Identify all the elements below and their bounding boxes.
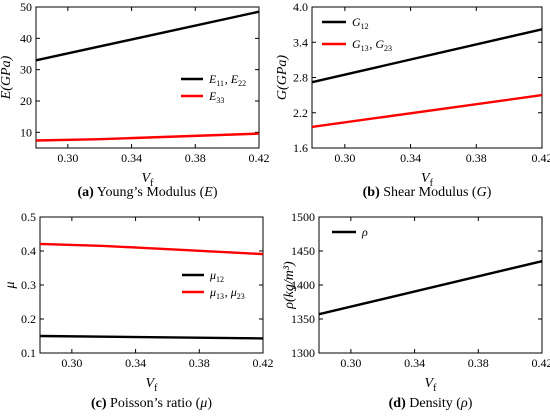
legend-label: G12 bbox=[352, 15, 369, 31]
panel-d: 0.30 0.34 0.38 0.42 1300 1350 1400 1450 1500 ρ Vf ρ… bbox=[282, 210, 550, 411]
y-axis-label: G(GPa) bbox=[275, 55, 290, 100]
y-tick-label: 50 bbox=[20, 0, 32, 14]
panel-caption: (a) Young’s Modulus (E) bbox=[77, 185, 217, 200]
y-tick-label: 0.1 bbox=[21, 346, 36, 360]
panel-c: 0.30 0.34 0.38 0.42 0.1 0.2 0.3 0.4 0.5 μ12 μ13 ,… bbox=[3, 210, 274, 411]
plot-frame bbox=[35, 6, 260, 149]
x-axis-label: Vf bbox=[142, 171, 155, 189]
x-tick-label: 0.30 bbox=[57, 151, 78, 165]
y-axis-label: E(GPa) bbox=[0, 55, 14, 100]
plot-frame bbox=[311, 6, 543, 149]
y-tick-label: 1500 bbox=[291, 210, 315, 224]
series-line bbox=[318, 260, 543, 316]
x-tick-label: 0.30 bbox=[334, 151, 355, 165]
legend-label: μ12 bbox=[209, 268, 225, 284]
y-tick-label: 1400 bbox=[291, 278, 315, 292]
legend-label: G13 , G23 bbox=[352, 37, 393, 53]
y-tick-label: 1300 bbox=[291, 346, 315, 360]
y-tick-label: 0.2 bbox=[21, 312, 36, 326]
y-tick-label: 2.2 bbox=[293, 106, 308, 120]
legend-label: μ13 , μ23 bbox=[209, 285, 245, 301]
x-tick-label: 0.30 bbox=[340, 356, 361, 370]
series-line bbox=[39, 334, 264, 340]
legend-label: ρ bbox=[361, 225, 368, 239]
x-tick-label: 0.34 bbox=[121, 151, 142, 165]
panel-caption: (d) Density (ρ) bbox=[389, 396, 473, 411]
legend-label: E33 bbox=[208, 89, 225, 105]
y-tick-label: 4.0 bbox=[293, 0, 308, 14]
x-tick-label: 0.42 bbox=[532, 151, 550, 165]
y-tick-label: 0.3 bbox=[21, 278, 36, 292]
panel-caption: (b) Shear Modulus (G) bbox=[363, 185, 492, 200]
y-tick-label: 20 bbox=[20, 94, 32, 108]
x-tick-label: 0.38 bbox=[185, 151, 206, 165]
x-axis-label: Vf bbox=[425, 376, 438, 394]
x-tick-label: 0.42 bbox=[249, 151, 270, 165]
x-tick-label: 0.38 bbox=[189, 356, 210, 370]
y-tick-label: 3.4 bbox=[293, 35, 308, 49]
y-tick-label: 0.4 bbox=[21, 244, 36, 258]
x-tick-label: 0.42 bbox=[532, 356, 550, 370]
x-axis-label: Vf bbox=[146, 376, 159, 394]
y-axis-label: ρ(kg/m³) bbox=[282, 261, 297, 310]
x-tick-label: 0.34 bbox=[404, 356, 425, 370]
y-tick-label: 2.8 bbox=[293, 71, 308, 85]
series-line bbox=[311, 28, 543, 84]
x-axis-label: Vf bbox=[421, 171, 434, 189]
y-axis-label: μ bbox=[3, 281, 18, 289]
series-line bbox=[35, 10, 260, 62]
series-line bbox=[35, 132, 260, 142]
x-tick-label: 0.38 bbox=[468, 356, 489, 370]
x-tick-label: 0.42 bbox=[253, 356, 274, 370]
y-tick-label: 30 bbox=[20, 63, 32, 77]
y-tick-label: 10 bbox=[20, 125, 32, 139]
plot-frame bbox=[318, 216, 543, 354]
legend-label: E11 , E22 bbox=[208, 72, 247, 88]
series-line bbox=[39, 242, 264, 256]
x-tick-label: 0.30 bbox=[61, 356, 82, 370]
x-tick-label: 0.34 bbox=[125, 356, 146, 370]
y-tick-label: 40 bbox=[20, 31, 32, 45]
y-tick-label: 1350 bbox=[291, 312, 315, 326]
panel-b: 0.30 0.34 0.38 0.42 1.6 2.2 2.8 3.4 4.0 G12 G13 ,… bbox=[275, 0, 550, 200]
y-tick-label: 1450 bbox=[291, 244, 315, 258]
y-tick-label: 0.5 bbox=[21, 210, 36, 224]
y-tick-label: 1.6 bbox=[293, 141, 308, 155]
x-tick-label: 0.38 bbox=[466, 151, 487, 165]
panel-caption: (c) Poisson’s ratio (μ) bbox=[91, 396, 212, 411]
series-line bbox=[311, 93, 543, 129]
x-tick-label: 0.34 bbox=[400, 151, 421, 165]
